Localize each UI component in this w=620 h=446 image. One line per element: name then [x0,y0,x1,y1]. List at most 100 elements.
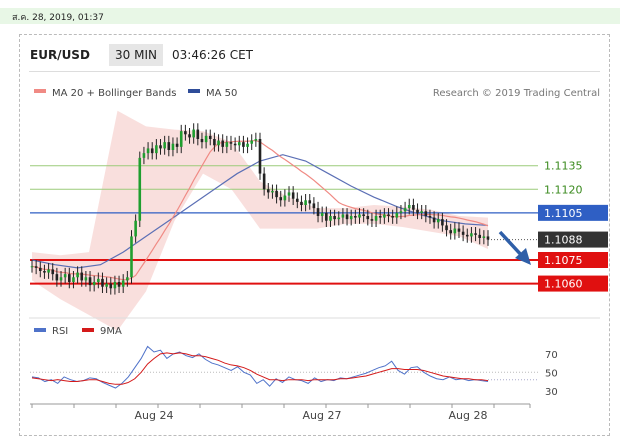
rsi-ma-legend-swatch [82,328,94,332]
x-tick-label: Aug 27 [303,409,342,422]
candle-body [412,205,415,210]
candle-body [221,140,224,147]
level-box-3 [538,231,608,248]
x-tick-label: Aug 28 [449,409,488,422]
candle-body [121,280,125,287]
candle-body [358,214,361,218]
rsi-legend-swatch [34,328,46,332]
candle-body [92,282,96,286]
candle-body [43,271,46,273]
candle-body [97,278,100,282]
candle-body [457,228,461,232]
candle-body [242,142,245,147]
candle-body [262,173,266,190]
candle-body [192,129,195,138]
timeframe-label[interactable]: 30 MIN [109,44,163,66]
candle-body [341,214,345,218]
candle-body [217,140,220,146]
candle-body [138,157,142,221]
candle-body [374,216,378,221]
candle-body [383,214,386,218]
level-box-2 [538,204,608,221]
time-label: 03:46:26 CET [172,48,253,62]
candle-body [208,135,212,139]
ma50-legend-swatch [188,89,200,93]
header-divider [29,71,600,72]
candle-body [38,267,42,271]
candle-body [465,234,469,237]
candle-body [474,233,477,235]
candle-body [420,211,423,213]
candle-body [204,135,208,143]
candle-body [76,272,79,278]
forecast-arrow-icon [498,230,531,265]
candle-body [68,274,71,282]
level-labels: 1.1135 1.1120 1.1105 1.1088 1.1075 1.1060 [538,160,608,292]
candle-body [167,142,171,150]
candle-body [246,143,249,147]
rsi-panel: 70 50 30 [30,345,558,398]
candle-body [300,201,303,205]
candle-body [88,277,92,286]
candle-body [432,217,436,223]
candle-body [287,192,291,196]
candle-body [163,142,166,149]
candle-body [101,278,104,287]
candle-body [51,269,55,275]
candle-body [304,200,307,205]
candle-body [362,214,365,216]
candle-body [134,220,137,237]
candle-body [296,198,299,202]
candle-body [403,208,407,212]
candle-body [229,142,233,144]
candle-body [424,211,428,216]
level-label-2: 1.1105 [544,207,583,220]
candle-body [308,200,312,204]
candle-body [72,277,75,282]
candle-body [461,231,465,235]
level-label-0: 1.1135 [544,160,583,173]
candle-body [126,277,129,281]
level-label-3: 1.1088 [544,234,583,247]
candle-body [291,192,295,199]
candle-body [436,219,440,223]
candle-body [407,205,411,209]
rsi-tick-70: 70 [545,350,558,361]
candle-body [266,189,270,193]
level-lines [30,165,538,285]
level-label-1: 1.1120 [544,183,583,196]
candle-body [449,230,452,234]
candle-body [47,269,50,273]
candle-body [55,274,59,281]
candle-body [171,143,175,150]
candle-body [320,212,324,216]
candle-body [155,145,158,154]
rsi-ma-line [31,352,489,385]
level-box-5 [538,275,608,292]
candle-body [445,225,448,231]
x-tick-label: Aug 24 [135,409,174,422]
candle-body [196,129,200,139]
candle-body [237,142,241,146]
candle-body [387,214,390,216]
candle-body [395,212,399,218]
symbol-label[interactable]: EUR/USD [30,48,90,62]
candle-body [428,216,432,218]
candle-body [337,217,341,220]
candle-body [175,143,179,147]
date-bar: ส.ค. 28, 2019, 01:37 [0,8,620,24]
candle-body [254,139,258,141]
candle-body [80,272,84,281]
ma50-legend-label: MA 50 [206,88,237,99]
rsi-tick-30: 30 [545,387,558,398]
candle-body [188,134,191,138]
level-label-5: 1.1060 [544,278,583,291]
candle-body [34,266,38,268]
candle-body [105,283,108,287]
candle-body [159,145,162,149]
ma20-legend-swatch [34,89,46,93]
candle-body [482,236,486,238]
candle-body [329,216,332,221]
candle-body [213,139,216,146]
candle-body [453,228,457,234]
